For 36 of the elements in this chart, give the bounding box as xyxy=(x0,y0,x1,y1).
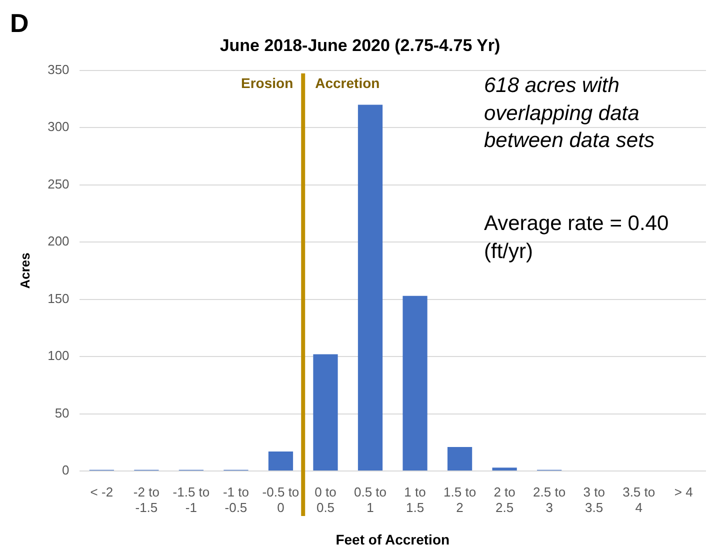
y-tick-label: 100 xyxy=(48,348,70,364)
y-tick-label: 300 xyxy=(48,119,70,134)
bar xyxy=(313,354,338,470)
x-tick-label: 3 to 3.5 xyxy=(583,484,605,515)
bar xyxy=(402,296,428,470)
bar xyxy=(492,468,517,470)
x-tick-label: 3.5 to 4 xyxy=(622,484,656,515)
bar xyxy=(268,452,294,470)
annotation: Average rate = 0.40 (ft/yr) xyxy=(484,211,670,265)
y-tick-label: 0 xyxy=(62,462,70,478)
y-axis-title: Acres xyxy=(17,252,32,289)
x-tick-label: 2 to 2.5 xyxy=(494,484,516,515)
bar xyxy=(358,104,383,470)
bar xyxy=(447,446,472,470)
x-tick-label: < -2 xyxy=(90,484,114,500)
x-tick-label: -2 to -1.5 xyxy=(133,484,160,515)
x-tick-label: > 4 xyxy=(674,484,693,500)
x-tick-label: 0 to 0.5 xyxy=(314,484,336,515)
chart-title: June 2018-June 2020 (2.75-4.75 Yr) xyxy=(220,36,500,55)
x-tick-label: 2.5 to 3 xyxy=(533,484,566,515)
x-axis-title: Feet of Accretion xyxy=(336,531,450,548)
x-tick-label: -1.5 to -1 xyxy=(172,484,210,515)
x-tick-label: -0.5 to 0 xyxy=(262,484,300,515)
y-tick-label: 350 xyxy=(48,62,70,77)
x-tick-label: 1 to 1.5 xyxy=(404,484,426,515)
y-tick-label: 200 xyxy=(48,234,70,249)
text: D xyxy=(10,8,29,39)
x-tick-label: -1 to -0.5 xyxy=(222,484,249,515)
y-tick-label: 250 xyxy=(48,176,70,192)
y-tick-label: 50 xyxy=(54,405,70,420)
y-tick-label: 150 xyxy=(48,290,70,306)
annotation: Erosion xyxy=(241,75,294,92)
annotation: Accretion xyxy=(315,75,380,92)
x-tick-label: 0.5 to 1 xyxy=(354,484,387,515)
x-tick-label: 1.5 to 2 xyxy=(444,484,476,515)
annotation: 618 acres with overlapping data between data sets xyxy=(484,73,656,154)
